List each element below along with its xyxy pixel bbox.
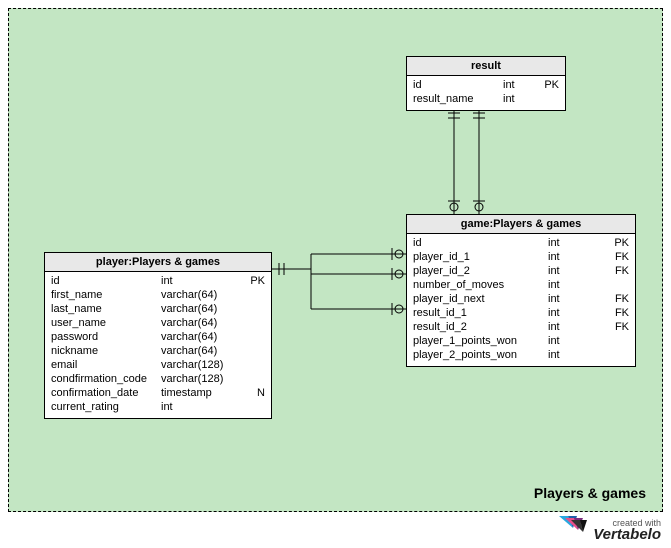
entity-columns: idintPKresult_nameint xyxy=(407,76,565,110)
entity-columns: idintPKfirst_namevarchar(64)last_namevar… xyxy=(45,272,271,418)
column-type: int xyxy=(548,264,578,278)
column-key xyxy=(246,344,265,358)
column-key: FK xyxy=(578,320,629,334)
column-row: player_id_nextintFK xyxy=(413,292,629,306)
column-row: last_namevarchar(64) xyxy=(51,302,265,316)
column-name: player_2_points_won xyxy=(413,348,548,362)
column-type: varchar(128) xyxy=(161,358,246,372)
column-row: idintPK xyxy=(413,78,559,92)
column-row: player_1_points_wonint xyxy=(413,334,629,348)
vertabelo-logo-icon xyxy=(559,516,587,542)
column-key xyxy=(246,302,265,316)
column-type: int xyxy=(548,334,578,348)
column-row: result_id_2intFK xyxy=(413,320,629,334)
column-row: idintPK xyxy=(413,236,629,250)
column-row: player_2_points_wonint xyxy=(413,348,629,362)
column-key xyxy=(578,334,629,348)
column-key xyxy=(578,278,629,292)
column-type: varchar(64) xyxy=(161,288,246,302)
column-type: varchar(64) xyxy=(161,316,246,330)
column-key: FK xyxy=(578,264,629,278)
column-row: idintPK xyxy=(51,274,265,288)
column-type: int xyxy=(548,348,578,362)
column-row: number_of_movesint xyxy=(413,278,629,292)
column-type: varchar(64) xyxy=(161,344,246,358)
column-row: passwordvarchar(64) xyxy=(51,330,265,344)
column-name: player_id_2 xyxy=(413,264,548,278)
column-name: id xyxy=(413,236,548,250)
column-name: result_name xyxy=(413,92,503,106)
footer-watermark: created with Vertabelo xyxy=(559,516,661,542)
column-name: confirmation_date xyxy=(51,386,161,400)
column-key: FK xyxy=(578,306,629,320)
column-name: id xyxy=(51,274,161,288)
column-key xyxy=(246,330,265,344)
column-type: int xyxy=(548,306,578,320)
entity-columns: idintPKplayer_id_1intFKplayer_id_2intFKn… xyxy=(407,234,635,366)
column-name: first_name xyxy=(51,288,161,302)
column-name: player_id_next xyxy=(413,292,548,306)
column-row: current_ratingint xyxy=(51,400,265,414)
column-key xyxy=(578,348,629,362)
column-type: int xyxy=(503,92,533,106)
column-name: result_id_2 xyxy=(413,320,548,334)
column-key: FK xyxy=(578,250,629,264)
column-row: first_namevarchar(64) xyxy=(51,288,265,302)
column-key: FK xyxy=(578,292,629,306)
column-type: varchar(64) xyxy=(161,302,246,316)
column-type: int xyxy=(548,250,578,264)
column-type: int xyxy=(548,236,578,250)
column-key xyxy=(246,372,265,386)
column-row: emailvarchar(128) xyxy=(51,358,265,372)
column-name: player_1_points_won xyxy=(413,334,548,348)
column-type: int xyxy=(161,400,246,414)
column-type: int xyxy=(503,78,533,92)
column-type: varchar(64) xyxy=(161,330,246,344)
column-name: condfirmation_code xyxy=(51,372,161,386)
column-row: player_id_2intFK xyxy=(413,264,629,278)
column-name: nickname xyxy=(51,344,161,358)
column-name: player_id_1 xyxy=(413,250,548,264)
column-row: nicknamevarchar(64) xyxy=(51,344,265,358)
column-row: user_namevarchar(64) xyxy=(51,316,265,330)
region-label: Players & games xyxy=(534,485,646,501)
column-type: int xyxy=(548,292,578,306)
column-type: varchar(128) xyxy=(161,372,246,386)
column-key: PK xyxy=(246,274,265,288)
column-key xyxy=(246,358,265,372)
column-type: int xyxy=(548,278,578,292)
column-type: int xyxy=(548,320,578,334)
column-name: result_id_1 xyxy=(413,306,548,320)
entity-title: result xyxy=(407,57,565,76)
column-name: id xyxy=(413,78,503,92)
column-name: last_name xyxy=(51,302,161,316)
column-row: confirmation_datetimestampN xyxy=(51,386,265,400)
entity-game[interactable]: game:Players & games idintPKplayer_id_1i… xyxy=(406,214,636,367)
erd-region: result idintPKresult_nameint player:Play… xyxy=(8,8,663,512)
column-row: condfirmation_codevarchar(128) xyxy=(51,372,265,386)
column-name: current_rating xyxy=(51,400,161,414)
column-key xyxy=(246,288,265,302)
column-key xyxy=(246,400,265,414)
column-name: number_of_moves xyxy=(413,278,548,292)
column-row: result_nameint xyxy=(413,92,559,106)
entity-title: player:Players & games xyxy=(45,253,271,272)
entity-player[interactable]: player:Players & games idintPKfirst_name… xyxy=(44,252,272,419)
entity-result[interactable]: result idintPKresult_nameint xyxy=(406,56,566,111)
column-key: PK xyxy=(578,236,629,250)
column-name: email xyxy=(51,358,161,372)
column-key: N xyxy=(246,386,265,400)
column-key xyxy=(533,92,559,106)
column-name: password xyxy=(51,330,161,344)
footer-brand-text: Vertabelo xyxy=(593,529,661,541)
entity-title: game:Players & games xyxy=(407,215,635,234)
column-name: user_name xyxy=(51,316,161,330)
column-row: result_id_1intFK xyxy=(413,306,629,320)
column-key: PK xyxy=(533,78,559,92)
column-row: player_id_1intFK xyxy=(413,250,629,264)
column-type: int xyxy=(161,274,246,288)
column-key xyxy=(246,316,265,330)
column-type: timestamp xyxy=(161,386,246,400)
